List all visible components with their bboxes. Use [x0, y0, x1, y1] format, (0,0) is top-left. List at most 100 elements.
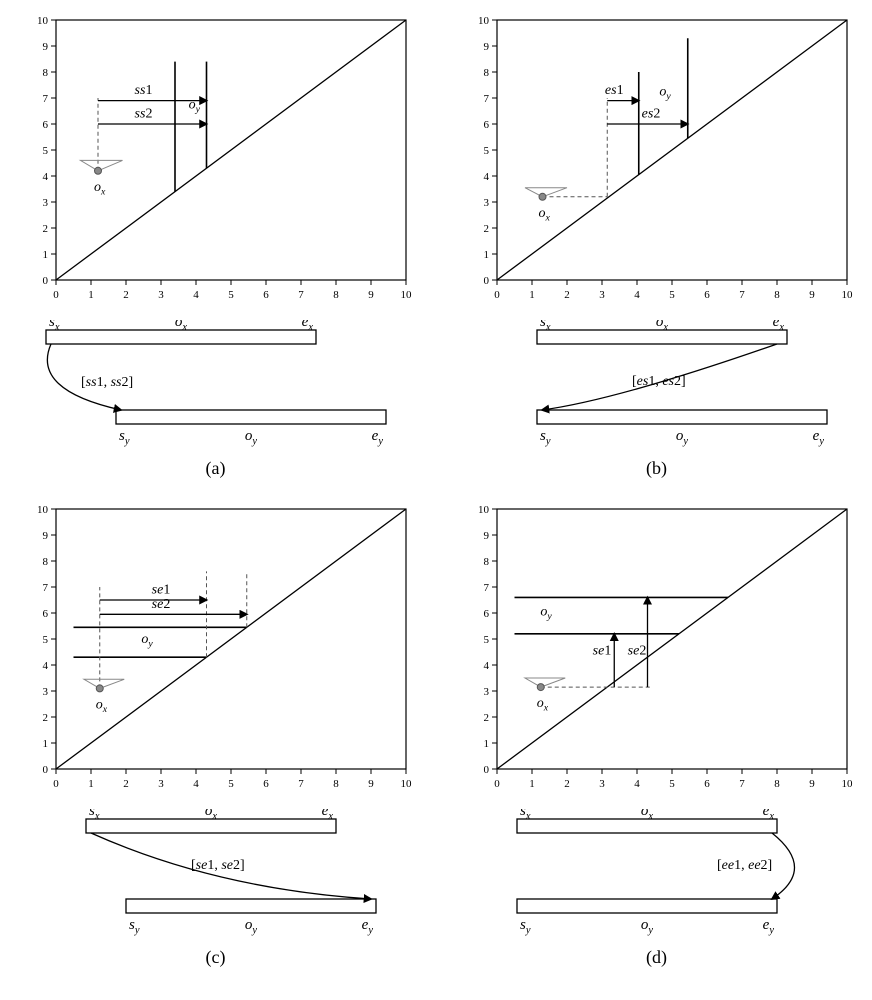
svg-text:ss2: ss2: [134, 107, 152, 122]
svg-text:8: 8: [42, 67, 48, 79]
svg-text:1: 1: [529, 289, 535, 301]
svg-text:1: 1: [483, 738, 489, 750]
svg-text:8: 8: [774, 778, 780, 790]
svg-text:7: 7: [42, 582, 48, 594]
panel-label-b: (b): [646, 458, 667, 479]
svg-text:5: 5: [669, 778, 675, 790]
svg-text:oy: oy: [659, 84, 671, 102]
svg-text:4: 4: [193, 778, 199, 790]
svg-text:sy: sy: [540, 428, 551, 447]
svg-text:ox: ox: [95, 697, 107, 715]
svg-text:9: 9: [368, 289, 374, 301]
svg-text:3: 3: [42, 686, 48, 698]
svg-text:8: 8: [42, 556, 48, 568]
svg-text:9: 9: [483, 530, 489, 542]
panel-b: 012345678910012345678910es1es2oxoy sxoxe…: [451, 10, 862, 479]
svg-text:7: 7: [298, 289, 304, 301]
svg-text:ss1: ss1: [134, 83, 152, 98]
svg-text:9: 9: [809, 778, 815, 790]
svg-text:1: 1: [42, 738, 48, 750]
svg-text:9: 9: [368, 778, 374, 790]
plot-a: 012345678910012345678910ss1ss2oxoy: [16, 10, 416, 310]
svg-text:7: 7: [483, 93, 489, 105]
svg-text:6: 6: [42, 119, 48, 131]
svg-text:10: 10: [400, 289, 412, 301]
svg-text:se2: se2: [627, 644, 646, 659]
svg-text:8: 8: [483, 556, 489, 568]
svg-text:6: 6: [483, 119, 489, 131]
svg-text:ey: ey: [812, 428, 824, 447]
svg-text:[ee1, ee2]: [ee1, ee2]: [717, 858, 772, 873]
svg-text:4: 4: [634, 289, 640, 301]
svg-text:ey: ey: [371, 428, 383, 447]
svg-text:se1: se1: [151, 583, 170, 598]
svg-text:ox: ox: [538, 206, 550, 224]
svg-text:6: 6: [263, 289, 269, 301]
svg-text:0: 0: [494, 289, 500, 301]
svg-text:sy: sy: [520, 917, 531, 936]
svg-text:0: 0: [483, 764, 489, 776]
svg-text:8: 8: [333, 778, 339, 790]
svg-text:5: 5: [483, 145, 489, 157]
svg-text:1: 1: [483, 249, 489, 261]
svg-text:1: 1: [42, 249, 48, 261]
svg-text:3: 3: [158, 778, 164, 790]
svg-text:sy: sy: [119, 428, 130, 447]
svg-text:2: 2: [123, 778, 129, 790]
svg-text:oy: oy: [675, 428, 688, 447]
svg-text:3: 3: [483, 197, 489, 209]
panel-c: 012345678910012345678910se1se2oxoy sxoxe…: [10, 499, 421, 968]
svg-text:oy: oy: [640, 917, 653, 936]
svg-text:5: 5: [228, 289, 234, 301]
schematic-b: sxoxexsyoyey[es1, es2]: [457, 320, 857, 450]
svg-text:7: 7: [42, 93, 48, 105]
svg-text:9: 9: [42, 530, 48, 542]
svg-text:[ss1, ss2]: [ss1, ss2]: [81, 375, 133, 390]
svg-text:4: 4: [634, 778, 640, 790]
svg-text:2: 2: [564, 778, 570, 790]
svg-text:4: 4: [483, 660, 489, 672]
plot-d: 012345678910012345678910se1se2oxoy: [457, 499, 857, 799]
plot-c: 012345678910012345678910se1se2oxoy: [16, 499, 416, 799]
svg-text:10: 10: [478, 504, 490, 516]
svg-text:[se1, se2]: [se1, se2]: [191, 858, 245, 873]
svg-text:1: 1: [529, 778, 535, 790]
svg-text:1: 1: [88, 289, 94, 301]
svg-text:2: 2: [123, 289, 129, 301]
schematic-a: sxoxexsyoyey[ss1, ss2]: [16, 320, 416, 450]
svg-text:es1: es1: [604, 83, 623, 98]
svg-text:4: 4: [42, 171, 48, 183]
svg-text:0: 0: [53, 289, 59, 301]
svg-text:6: 6: [263, 778, 269, 790]
svg-text:5: 5: [42, 634, 48, 646]
svg-text:0: 0: [42, 275, 48, 287]
svg-text:2: 2: [483, 223, 489, 235]
panel-label-a: (a): [206, 458, 226, 479]
svg-text:5: 5: [228, 778, 234, 790]
svg-text:oy: oy: [540, 605, 552, 623]
svg-text:2: 2: [42, 712, 48, 724]
svg-text:10: 10: [841, 778, 853, 790]
panel-a: 012345678910012345678910ss1ss2oxoy sxoxe…: [10, 10, 421, 479]
svg-text:4: 4: [42, 660, 48, 672]
svg-text:2: 2: [483, 712, 489, 724]
svg-text:9: 9: [809, 289, 815, 301]
svg-text:0: 0: [494, 778, 500, 790]
panel-d: 012345678910012345678910se1se2oxoy sxoxe…: [451, 499, 862, 968]
schematic-d: sxoxexsyoyey[ee1, ee2]: [457, 809, 857, 939]
svg-text:oy: oy: [244, 428, 257, 447]
svg-text:5: 5: [669, 289, 675, 301]
svg-text:10: 10: [400, 778, 412, 790]
svg-text:9: 9: [42, 41, 48, 53]
svg-text:sy: sy: [129, 917, 140, 936]
svg-text:se1: se1: [592, 644, 611, 659]
svg-text:7: 7: [739, 289, 745, 301]
svg-text:0: 0: [53, 778, 59, 790]
panel-label-d: (d): [646, 947, 667, 968]
svg-text:10: 10: [37, 15, 49, 27]
svg-text:oy: oy: [244, 917, 257, 936]
svg-text:4: 4: [483, 171, 489, 183]
svg-text:ey: ey: [762, 917, 774, 936]
svg-text:8: 8: [333, 289, 339, 301]
svg-text:6: 6: [42, 608, 48, 620]
